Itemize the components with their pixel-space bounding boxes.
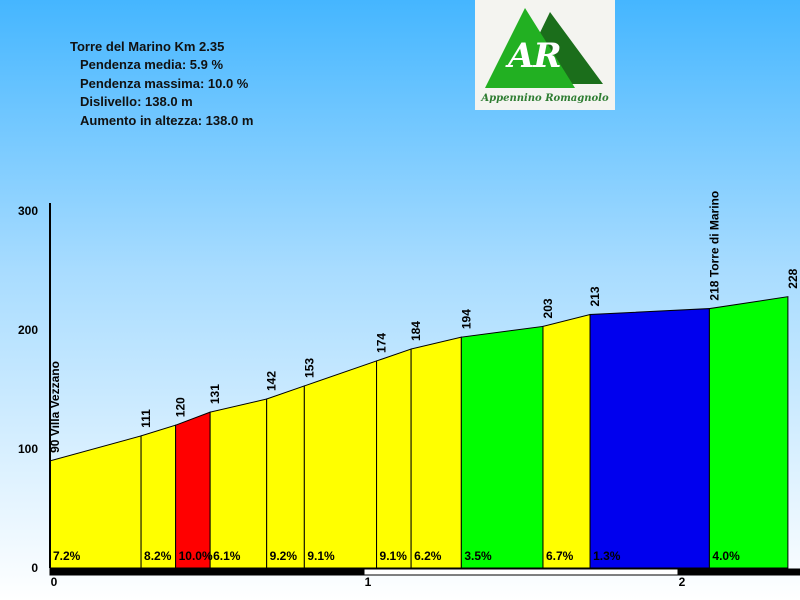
elevation-gain: Aumento in altezza: 138.0 m	[80, 112, 254, 128]
max-gradient: Pendenza massima: 10.0 %	[80, 75, 249, 91]
y-tick-label: 200	[18, 323, 38, 337]
profile-segment	[542, 313, 591, 569]
profile-segment	[140, 424, 177, 569]
y-tick-label: 0	[31, 561, 38, 575]
elevation-label: 131	[208, 384, 222, 404]
logo-mark: AR	[508, 36, 562, 76]
logo-text: Appennino Romagnolo	[481, 93, 609, 104]
y-tick-label: 100	[18, 442, 38, 456]
grade-label: 8.2%	[144, 549, 172, 563]
x-tick-label: 1	[365, 575, 372, 589]
grade-label: 3.5%	[464, 549, 492, 563]
x-axis-band	[677, 568, 800, 576]
elevation-label: 153	[302, 358, 316, 378]
y-tick-label: 300	[18, 204, 38, 218]
grade-label: 6.7%	[546, 549, 574, 563]
elevation-label: 218 Torre di Marino	[707, 191, 721, 301]
grade-label: 10.0%	[179, 549, 213, 563]
profile-segment	[266, 385, 305, 569]
climb-info-panel: Torre del Marino Km 2.35 Pendenza media:…	[70, 38, 253, 130]
elevation-label: 174	[375, 333, 389, 353]
grade-label: 7.2%	[53, 549, 81, 563]
grade-label: 6.2%	[414, 549, 442, 563]
elevation-label: 111	[139, 409, 153, 428]
profile-segment	[589, 308, 710, 569]
elevation-label: 120	[174, 397, 188, 417]
grade-label: 9.1%	[380, 549, 408, 563]
elevation-label: 194	[459, 309, 473, 329]
grade-label: 9.2%	[270, 549, 298, 563]
appennino-romagnolo-logo: AR Appennino Romagnolo	[475, 0, 615, 110]
x-tick-label: 2	[679, 575, 686, 589]
profile-segment	[410, 336, 462, 569]
average-gradient: Pendenza media: 5.9 %	[80, 57, 224, 73]
mountain-logo-icon	[485, 8, 603, 88]
grade-label: 1.3%	[593, 549, 621, 563]
elevation-label: 184	[409, 321, 423, 341]
grade-label: 9.1%	[307, 549, 335, 563]
profile-segment	[460, 325, 544, 569]
elevation-label: 142	[265, 371, 279, 391]
grade-label: 6.1%	[213, 549, 241, 563]
profile-segment	[708, 296, 789, 569]
elevation-label: 228	[786, 268, 800, 288]
elevation-label: 213	[588, 286, 602, 306]
elevation-difference: Dislivello: 138.0 m	[80, 94, 193, 110]
x-tick-label: 0	[51, 575, 58, 589]
profile-segment	[303, 360, 378, 569]
climb-title: Torre del Marino Km 2.35	[70, 39, 225, 54]
elevation-label: 90 Villa Vezzano	[48, 361, 62, 453]
x-axis-band	[363, 568, 679, 576]
profile-segment	[209, 398, 268, 569]
profile-segment	[376, 348, 412, 569]
elevation-label: 203	[541, 298, 555, 318]
profile-segment	[175, 411, 211, 569]
x-axis-band	[49, 568, 365, 576]
grade-label: 4.0%	[712, 549, 740, 563]
